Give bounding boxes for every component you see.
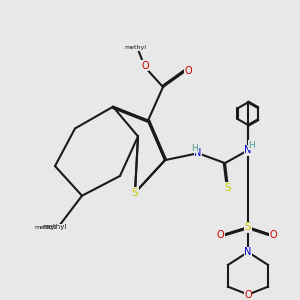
Text: O: O	[217, 230, 224, 240]
Text: O: O	[141, 61, 149, 71]
Text: N: N	[244, 145, 252, 155]
Text: methyl: methyl	[34, 225, 56, 230]
Text: H: H	[191, 144, 197, 153]
Text: N: N	[194, 148, 202, 158]
Text: S: S	[132, 188, 138, 198]
Text: S: S	[225, 183, 231, 193]
Text: O: O	[185, 66, 192, 76]
Text: S: S	[245, 222, 251, 232]
Text: O: O	[270, 230, 277, 240]
Text: H: H	[248, 141, 255, 150]
Text: methyl: methyl	[124, 45, 147, 50]
Text: methyl: methyl	[42, 224, 67, 230]
Text: N: N	[244, 247, 252, 257]
Text: O: O	[244, 290, 252, 300]
